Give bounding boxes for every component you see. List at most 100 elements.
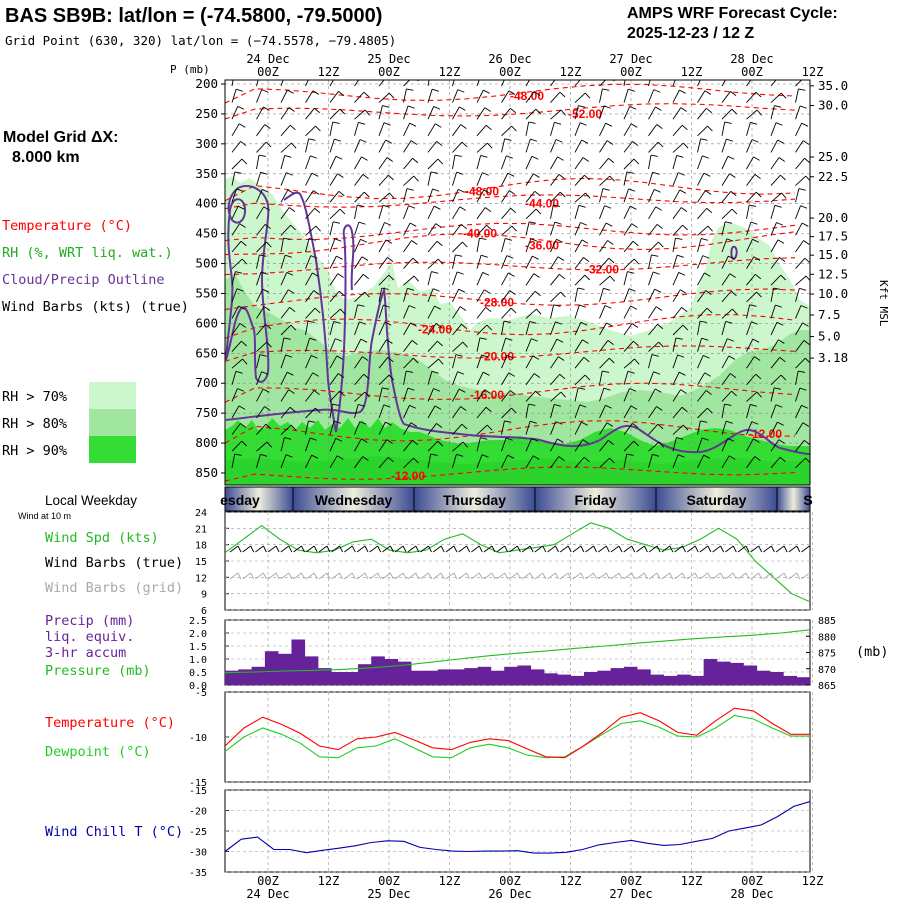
wind-barb-flag [482,371,490,376]
wind-barb-flag [261,89,269,93]
wind-barb-flag [581,239,589,244]
weekday-strip-frame [224,486,811,512]
wind-barb-staff [501,108,511,120]
wind-barb-staff [574,357,585,369]
wind-barb-flag [436,423,443,428]
wind-barb-flag [457,89,465,93]
wind-barb-staff [403,175,415,186]
wind-barb-staff [525,455,534,469]
wind-barb-staff [574,421,582,435]
wind-barb-flag [536,308,542,315]
wind-barb-flag [679,289,687,294]
wind-barb-flag [652,171,660,175]
wind-barb-staff [476,272,484,286]
wind-barb-staff [501,172,509,186]
wind-barb-flag [703,454,711,459]
wind-barb-flag [728,255,735,260]
wind-barb-staff [256,306,265,319]
legend-rh70-label: RH > 70% [2,389,67,405]
surface-wind-barb-grid [293,572,302,580]
wind-barb-flag [460,224,467,230]
panel-frame [224,789,811,873]
surface-wind-barb-grid [725,572,734,580]
wind-barb-staff [550,204,554,219]
wind-barb-staff [599,123,607,136]
wind-barb-staff [599,275,611,286]
wind-barb-flag [803,340,810,345]
surface-wind-barb-true [394,545,404,553]
wind-barb-staff [550,91,561,103]
y2-tick-label: 875 [818,649,836,660]
wind-barb-staff [746,304,751,319]
weekday-label: Thursday [443,492,506,508]
wind-barb-staff [256,124,266,137]
wind-barb-staff [770,157,780,170]
wind-barb-staff [403,340,413,352]
wind-barb-flag [606,140,614,145]
top-hour-tick-label: 00Z [378,65,400,79]
wind-barb-flag [557,156,564,161]
wind-barb-staff [452,124,462,137]
wind-barb-flag [679,89,686,94]
wind-barb-staff [623,423,633,435]
wind-barb-flag [607,340,614,345]
wind-barb-staff [623,405,632,419]
wind-barb-staff [501,407,512,419]
wind-barb-staff [378,92,390,103]
wind-barb-flag [487,142,493,149]
y-tick-label: -15 [189,778,207,789]
wind-barb-flag [578,204,586,208]
wind-barb-flag [752,238,759,243]
precip-bar [637,669,651,685]
wind-barb-staff [280,437,285,452]
wind-barb-staff [378,205,384,219]
surface-wind-barb-true [356,545,366,553]
precip-bar [278,653,292,685]
weekday-cell [656,487,777,511]
wind-barb-flag [752,338,760,343]
pressure-axis-title: P (mb) [170,63,210,76]
wind-barb-staff [280,354,286,369]
wind-barb-flag [387,257,394,262]
wind-barb-staff [501,138,506,153]
wind-barb-flag [604,305,612,309]
wind-barbs-true-label: Wind Barbs (true) [45,555,183,571]
wind-barb-flag [506,155,514,159]
wind-barb-flag [728,455,736,460]
surface-wind-barb-grid-flag [326,572,331,580]
wind-barb-staff [256,106,264,120]
wind-barb-flag [315,125,321,132]
wind-barb-staff [501,255,508,269]
wind-barb-flag [681,124,688,131]
wind-barb-staff [697,338,703,352]
wind-barb-staff [770,374,782,386]
wind-barb-flag [363,373,370,380]
wind-barb-staff [501,307,512,319]
wind-barb-flag [290,324,297,331]
surface-wind-barb-grid-flag [301,572,305,580]
surface-wind-barb-true [242,545,251,553]
wind-barb-flag [361,438,368,443]
wind-barb-staff [256,172,262,186]
wind-barb-staff [574,80,581,87]
wind-barb-flag [774,387,782,390]
wind-barb-flag [433,105,441,110]
wind-barb-staff [574,105,579,120]
precip-bar [610,668,625,685]
wind-barb-flag [332,403,340,406]
surface-wind-barb-grid [623,572,632,580]
wind-barb-flag [725,420,733,424]
wind-barb-staff [648,289,656,302]
wind-barb-staff [770,456,781,469]
wind-barb-staff [599,288,604,302]
wind-barb-flag [510,307,517,314]
wind-barb-staff [354,239,361,253]
wind-barb-flag [749,304,757,307]
wind-barb-flag [362,456,369,461]
wind-barb-flag [484,389,491,394]
wind-barb-flag [528,403,536,406]
wind-barb-flag [652,72,659,74]
wind-barb-flag [603,105,611,109]
surface-wind-barb-true-flag [402,545,407,553]
wind-barb-staff [403,88,407,103]
